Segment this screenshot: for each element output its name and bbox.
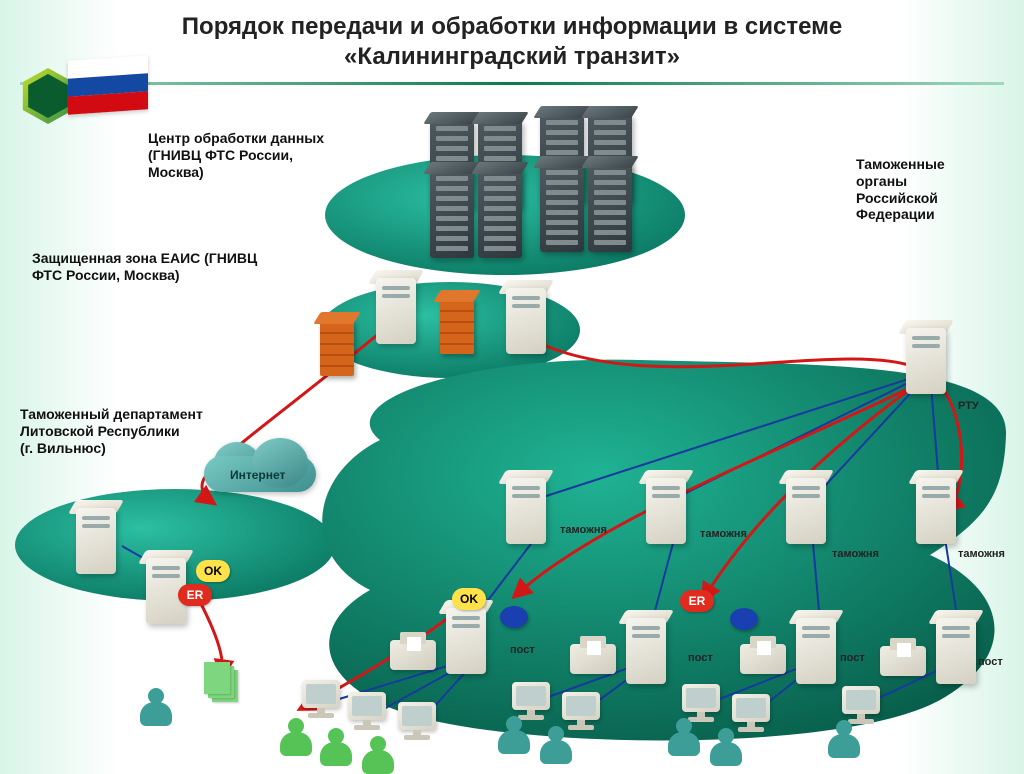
server-icon [910, 470, 962, 550]
server-icon [930, 610, 982, 690]
status-dot-icon [500, 606, 528, 628]
status-badge-ok: OK [196, 560, 230, 582]
label-internet: Интернет [230, 468, 285, 482]
printer-icon [880, 646, 926, 676]
title-divider [20, 82, 1004, 85]
user-icon [710, 728, 742, 766]
documents-icon [202, 660, 240, 704]
status-badge-ok: OK [452, 588, 486, 610]
printer-icon [740, 644, 786, 674]
user-icon [362, 736, 394, 774]
label-lithuania: Таможенный департамент Литовской Республ… [20, 406, 203, 456]
user-icon [280, 718, 312, 756]
page-title: Порядок передачи и обработки информации … [0, 0, 1024, 78]
server-rack-icon [588, 164, 632, 252]
label-post: пост [978, 656, 1003, 668]
connection-line [540, 372, 930, 498]
server-icon [780, 470, 832, 550]
user-icon [828, 720, 860, 758]
label-post: пост [510, 644, 535, 656]
label-customs-rf: Таможенные органы Российской Федерации [856, 156, 945, 223]
status-dot-icon [730, 608, 758, 630]
server-icon [370, 270, 422, 350]
user-icon [668, 718, 700, 756]
data-flow-arrow [516, 386, 914, 595]
firewall-icon [320, 320, 354, 376]
title-line-1: Порядок передачи и обработки информации … [182, 13, 842, 40]
status-badge-er: ER [680, 590, 714, 612]
title-line-2: «Калининградский транзит» [344, 43, 680, 70]
server-icon [440, 600, 492, 680]
data-flow-arrow [525, 336, 962, 508]
diagram-canvas: Центр обработки данных (ГНИВЦ ФТС России… [0, 100, 1024, 768]
server-icon [900, 320, 952, 400]
server-icon [640, 470, 692, 550]
printer-icon [390, 640, 436, 670]
server-rack-icon [540, 164, 584, 252]
server-icon [500, 280, 552, 360]
user-icon [540, 726, 572, 764]
server-rack-icon [478, 170, 522, 258]
workstation-icon [300, 680, 342, 720]
label-datacenter: Центр обработки данных (ГНИВЦ ФТС России… [148, 130, 324, 180]
workstation-icon [346, 692, 388, 732]
server-icon [790, 610, 842, 690]
user-icon [498, 716, 530, 754]
label-customs: таможня [958, 548, 1005, 560]
user-icon [320, 728, 352, 766]
label-customs: таможня [832, 548, 879, 560]
firewall-icon [440, 298, 474, 354]
label-customs: таможня [560, 524, 607, 536]
server-icon [500, 470, 552, 550]
workstation-icon [396, 702, 438, 742]
server-icon [70, 500, 122, 580]
label-customs: таможня [700, 528, 747, 540]
label-secure-zone: Защищенная зона ЕАИС (ГНИВЦ ФТС России, … [32, 250, 257, 284]
user-icon [140, 688, 172, 726]
label-rtu: РТУ [958, 400, 979, 412]
label-post: пост [840, 652, 865, 664]
label-post: пост [688, 652, 713, 664]
status-badge-er: ER [178, 584, 212, 606]
server-rack-icon [430, 170, 474, 258]
server-icon [620, 610, 672, 690]
printer-icon [570, 644, 616, 674]
